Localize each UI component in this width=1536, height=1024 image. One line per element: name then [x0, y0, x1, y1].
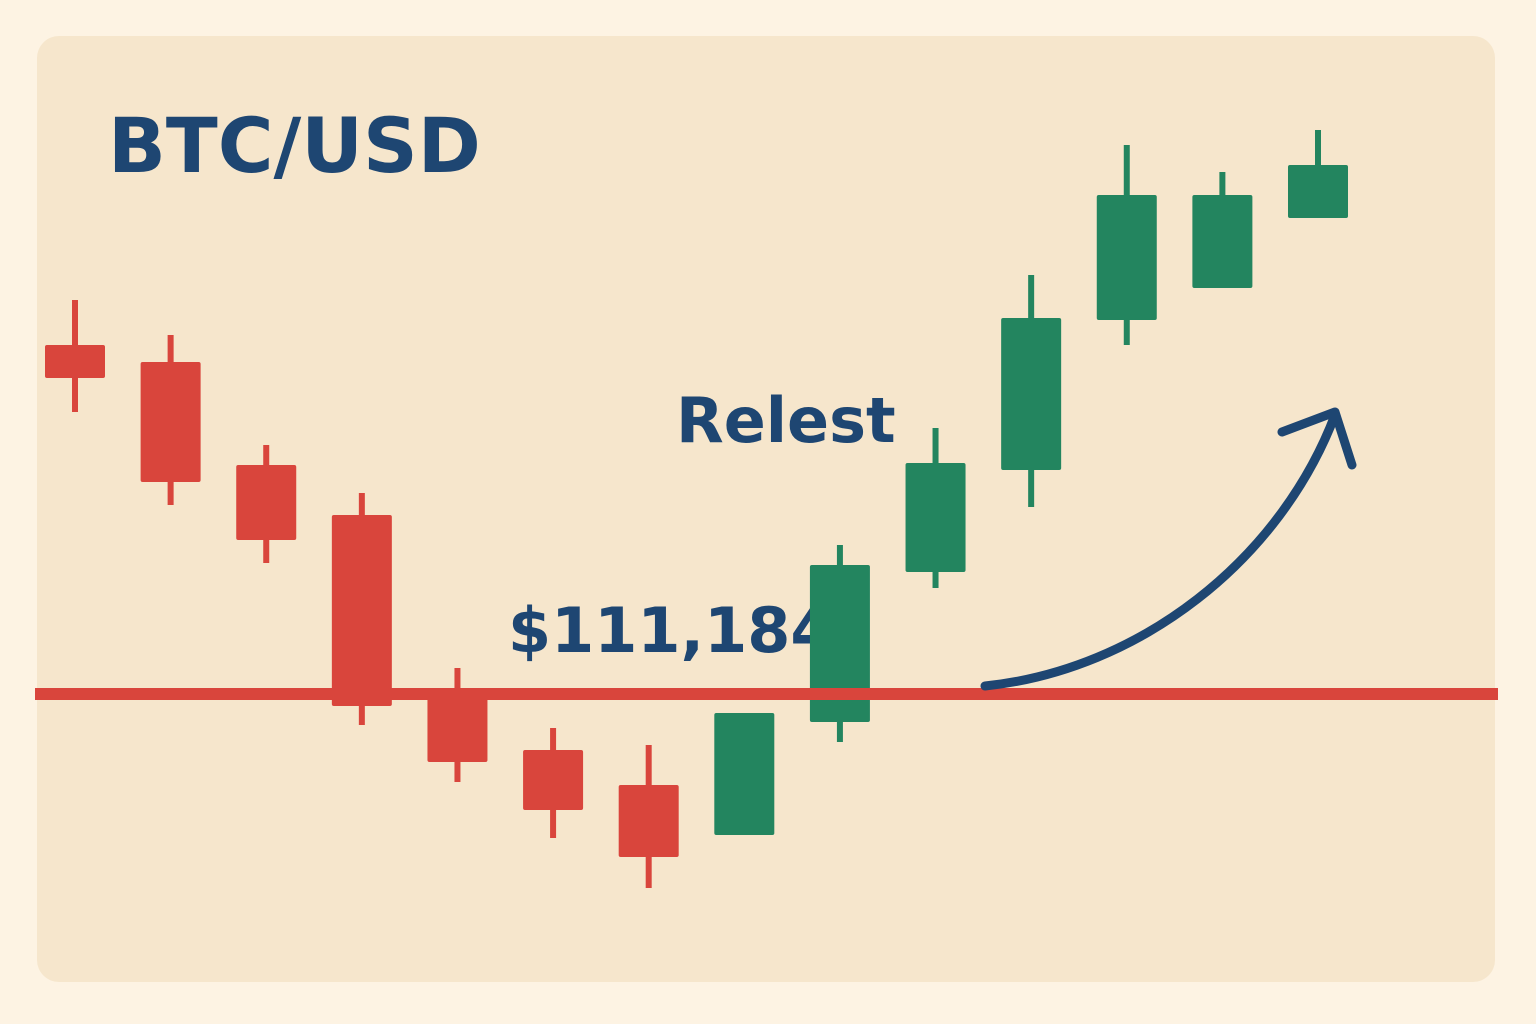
candle-body: [523, 750, 584, 810]
candle-body: [618, 785, 679, 857]
candle-body: [1001, 318, 1062, 470]
candle-body: [1096, 195, 1157, 320]
level-label: $111,184: [508, 594, 834, 667]
chart-title: BTC/USD: [108, 101, 481, 190]
candle-body: [140, 362, 201, 482]
candle-body: [45, 345, 105, 378]
candle-body: [905, 463, 966, 572]
candle-body: [1192, 195, 1253, 288]
candle-body: [427, 688, 488, 762]
annotation: Relest: [676, 384, 896, 457]
candle-body: [809, 565, 870, 722]
trend-arrow: [980, 407, 1357, 691]
candle-body: [236, 465, 297, 540]
candle-body: [714, 713, 775, 835]
candle-body: [1288, 165, 1348, 218]
candle-body: [331, 515, 392, 706]
